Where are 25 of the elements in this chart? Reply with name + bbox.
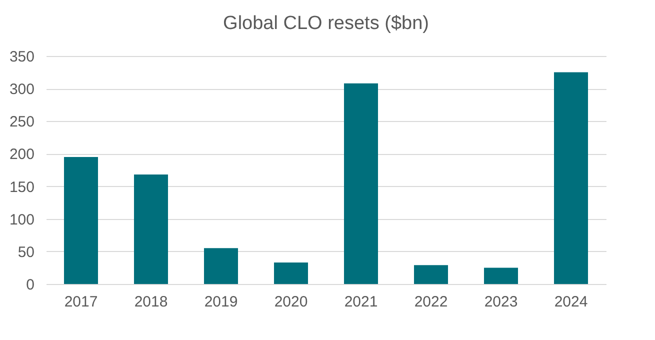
x-tick-label: 2021	[344, 294, 378, 310]
y-tick-label: 150	[9, 178, 34, 196]
bar	[204, 248, 238, 284]
bar	[554, 72, 588, 284]
bar	[484, 268, 518, 284]
y-tick-label: 350	[9, 48, 34, 66]
bar	[414, 265, 448, 284]
x-tick-label: 2017	[64, 294, 98, 310]
x-tick-label: 2024	[554, 294, 588, 310]
y-tick-label: 300	[9, 81, 34, 98]
bar	[64, 156, 98, 284]
x-tick-label: 2022	[414, 294, 448, 310]
x-tick-label: 2020	[274, 294, 308, 310]
x-tick-label: 2019	[204, 294, 238, 310]
bar	[134, 174, 168, 284]
chart-title: Global CLO resets ($bn)	[223, 13, 429, 34]
x-tick-label: 2018	[134, 294, 168, 310]
y-tick-label: 50	[18, 244, 34, 261]
bar	[274, 262, 308, 284]
y-tick-label: 100	[9, 211, 34, 228]
y-tick-label: 250	[9, 114, 34, 131]
x-tick-label: 2023	[484, 294, 518, 310]
y-tick-label: 0	[26, 276, 34, 294]
y-tick-label: 200	[9, 146, 34, 164]
bar	[344, 83, 378, 284]
